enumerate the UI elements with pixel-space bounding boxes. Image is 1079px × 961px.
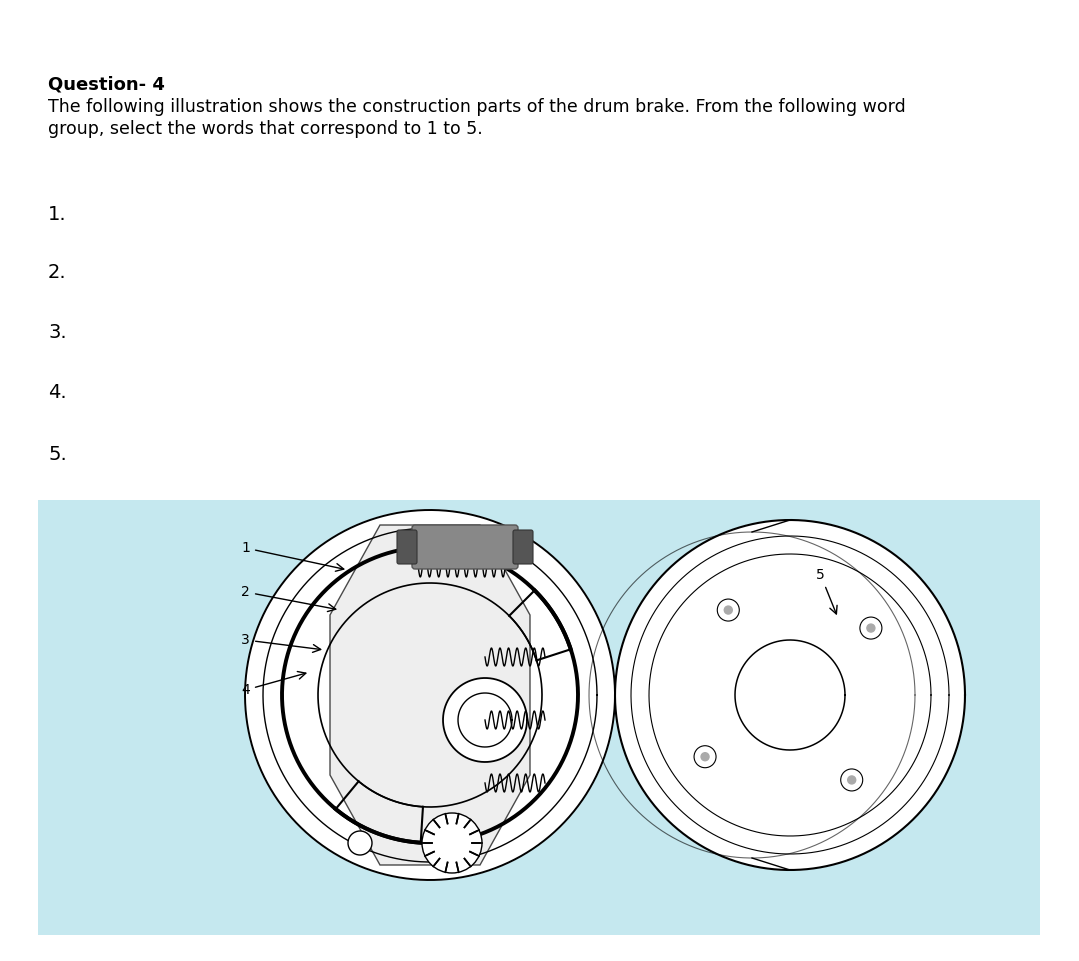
Polygon shape — [330, 525, 530, 865]
Text: 1: 1 — [241, 541, 344, 571]
Circle shape — [701, 752, 709, 761]
Polygon shape — [245, 510, 615, 880]
Polygon shape — [735, 640, 845, 750]
Text: 3: 3 — [242, 633, 320, 653]
Circle shape — [349, 831, 372, 855]
Circle shape — [860, 617, 882, 639]
Text: 2: 2 — [242, 585, 336, 611]
Bar — [38, 500, 1040, 935]
Circle shape — [848, 776, 856, 784]
Text: 4: 4 — [242, 672, 305, 697]
Circle shape — [724, 606, 733, 614]
FancyBboxPatch shape — [412, 525, 518, 569]
Text: 2.: 2. — [47, 263, 67, 282]
Circle shape — [841, 769, 863, 791]
Circle shape — [422, 813, 482, 873]
Text: Question- 4: Question- 4 — [47, 75, 165, 93]
Polygon shape — [615, 520, 965, 870]
FancyBboxPatch shape — [397, 530, 416, 564]
Circle shape — [718, 599, 739, 621]
Text: 1.: 1. — [47, 205, 67, 224]
Text: 5.: 5. — [47, 445, 67, 464]
Polygon shape — [443, 678, 527, 762]
Text: 4.: 4. — [47, 383, 67, 402]
Text: 3.: 3. — [47, 323, 67, 342]
FancyBboxPatch shape — [513, 530, 533, 564]
Text: 5: 5 — [816, 568, 837, 614]
Circle shape — [694, 746, 716, 768]
Circle shape — [866, 624, 875, 632]
Text: group, select the words that correspond to 1 to 5.: group, select the words that correspond … — [47, 120, 482, 138]
Text: The following illustration shows the construction parts of the drum brake. From : The following illustration shows the con… — [47, 98, 905, 116]
